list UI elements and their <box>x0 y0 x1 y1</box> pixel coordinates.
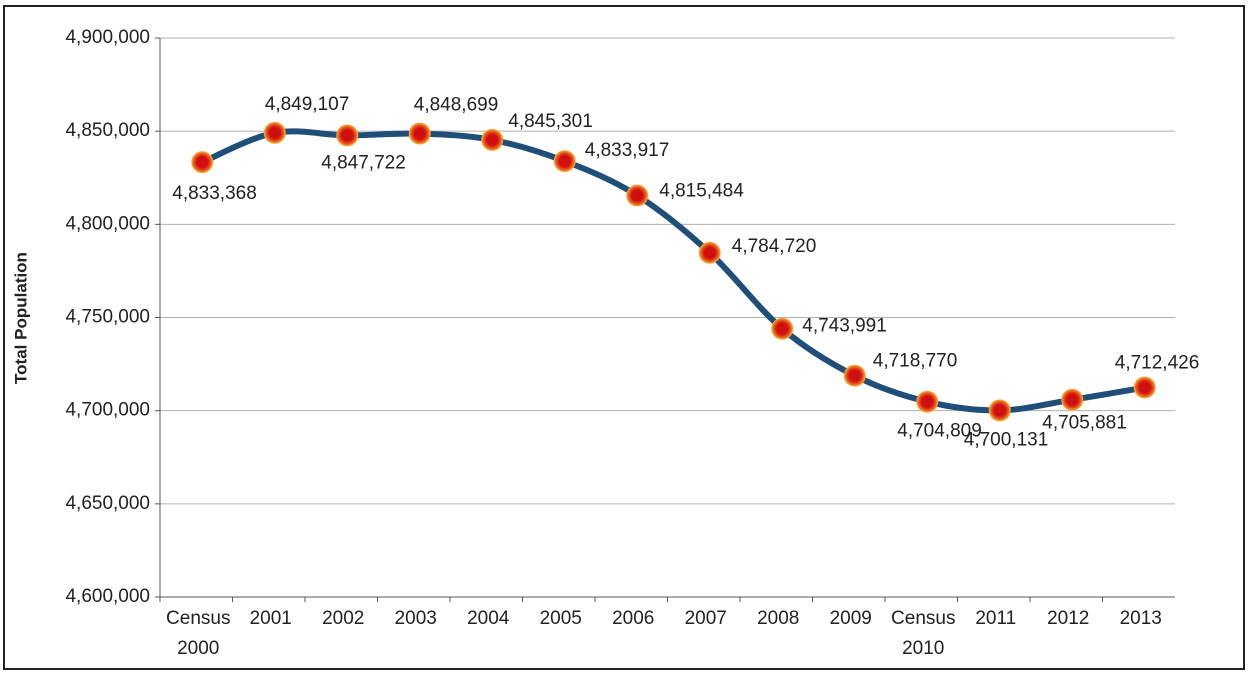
frame <box>3 5 1245 670</box>
data-label: 4,849,107 <box>265 94 350 115</box>
marker <box>1061 388 1084 411</box>
x-tick-label: 2009 <box>830 608 872 629</box>
marker <box>263 121 286 144</box>
marker <box>481 128 504 151</box>
x-tick-label: 2013 <box>1120 608 1162 629</box>
marker <box>771 317 794 340</box>
marker <box>843 364 866 387</box>
marker <box>916 390 939 413</box>
data-label: 4,718,770 <box>873 351 958 372</box>
data-label: 4,833,368 <box>172 183 257 204</box>
y-tick-label: 4,700,000 <box>65 400 150 421</box>
data-label: 4,743,991 <box>802 316 887 337</box>
x-tick-label: 2003 <box>395 608 437 629</box>
x-tick-label: 2006 <box>612 608 654 629</box>
x-tick-label: 2007 <box>685 608 727 629</box>
x-tick-label: 2002 <box>322 608 364 629</box>
y-tick-label: 4,650,000 <box>65 493 150 514</box>
x-tick-label: 2012 <box>1047 608 1089 629</box>
data-label: 4,833,917 <box>585 140 670 161</box>
x-tick-label: 2008 <box>757 608 799 629</box>
line <box>201 128 1146 414</box>
x-tick-label: Census 2000 <box>166 608 230 659</box>
data-label: 4,704,809 <box>897 421 982 442</box>
marker <box>553 150 576 173</box>
y-tick-label: 4,850,000 <box>65 120 150 141</box>
y-tick-label: 4,800,000 <box>65 213 150 234</box>
data-label: 4,784,720 <box>732 236 817 257</box>
data-label: 4,847,722 <box>321 152 406 173</box>
data-label: 4,712,426 <box>1115 353 1200 374</box>
data-label: 4,848,699 <box>414 95 499 116</box>
x-tick-label: 2004 <box>467 608 510 629</box>
data-label: 4,845,301 <box>508 111 593 132</box>
x-tick-label: 2011 <box>975 608 1016 629</box>
marker <box>698 241 721 264</box>
marker <box>408 122 431 145</box>
y-tick-label: 4,750,000 <box>65 307 150 328</box>
marker <box>626 184 649 207</box>
marker <box>191 151 214 174</box>
data-label: 4,705,881 <box>1042 413 1127 434</box>
marker <box>988 399 1011 422</box>
x-tick-label: 2001 <box>250 608 292 629</box>
marker <box>1133 376 1156 399</box>
marker <box>336 124 359 147</box>
data-label: 4,815,484 <box>659 180 744 201</box>
y-tick-label: 4,600,000 <box>65 586 150 607</box>
y-axis-title: Total Population <box>11 252 30 384</box>
x-tick-label: 2005 <box>540 608 582 629</box>
x-tick-label: Census 2010 <box>891 608 955 659</box>
y-tick-label: 4,900,000 <box>65 27 150 48</box>
data-label: 4,700,131 <box>964 429 1049 450</box>
